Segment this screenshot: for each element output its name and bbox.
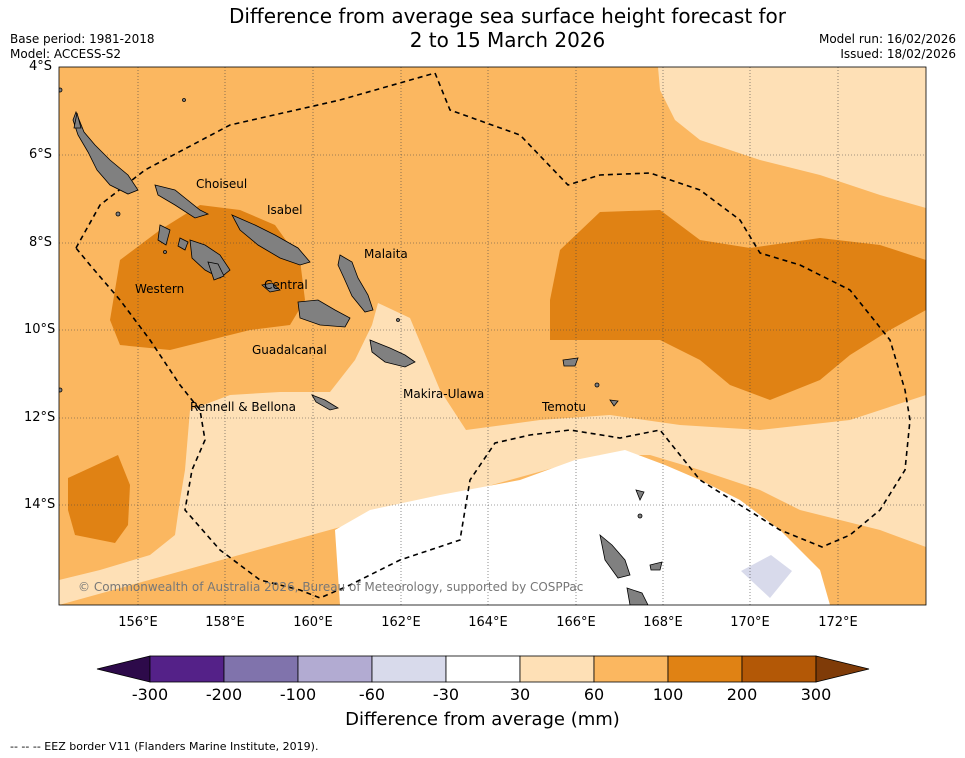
colorbar-bin-n60-n30 xyxy=(371,655,447,683)
lon-tick-172e: 172°E xyxy=(818,615,858,630)
cb-label-30: 30 xyxy=(509,685,531,704)
eez-border xyxy=(75,72,911,599)
lat-tick-12s: 12°S xyxy=(24,410,56,425)
island-santa-cruz xyxy=(562,357,579,367)
copyright-notice: © Commonwealth of Australia 2026, Bureau… xyxy=(78,580,584,594)
colorbar-bin-200-300 xyxy=(741,655,817,683)
islet-6 xyxy=(396,318,400,322)
island-central-group xyxy=(261,282,281,293)
island-guadalcanal xyxy=(297,299,351,328)
lat-tick-10s: 10°S xyxy=(24,322,56,337)
island-rennell xyxy=(311,394,340,411)
band-100-200-east xyxy=(550,210,926,400)
colorbar-bin-n100-n60 xyxy=(297,655,373,683)
lon-tick-156e: 156°E xyxy=(118,615,158,630)
colorbar-bin-100-200 xyxy=(667,655,743,683)
model-name: Model: ACCESS-S2 xyxy=(10,47,122,61)
band-neutral-south xyxy=(335,450,830,605)
band-neg60-neg30 xyxy=(741,555,792,598)
island-rendova xyxy=(207,261,225,281)
lon-tick-168e: 168°E xyxy=(643,615,683,630)
colorbar-bin-n200-n100 xyxy=(223,655,299,683)
cb-label-n100: -100 xyxy=(279,685,317,704)
lat-tick-6s: 6°S xyxy=(28,147,52,162)
island-vanuatu-espiritu-santo xyxy=(599,533,631,579)
islet-8 xyxy=(59,387,63,393)
right-meta: Model run: 16/02/2026 Issued: 18/02/2026 xyxy=(819,32,956,62)
islet-2 xyxy=(637,513,643,519)
cb-label-60: 60 xyxy=(583,685,605,704)
label-guadalcanal: Guadalcanal xyxy=(252,343,327,357)
colorbar-bin-n300-n200 xyxy=(149,655,225,683)
left-meta: Base period: 1981-2018 Model: ACCESS-S2 xyxy=(10,32,155,62)
islet-1 xyxy=(594,382,600,388)
islet-3 xyxy=(182,98,186,102)
lon-tick-162e: 162°E xyxy=(381,615,421,630)
lat-tick-14s: 14°S xyxy=(24,497,56,512)
island-choiseul-tip xyxy=(73,112,82,129)
cb-label-n200: -200 xyxy=(205,685,243,704)
label-western: Western xyxy=(135,282,185,296)
colorbar-title: Difference from average (mm) xyxy=(345,709,620,730)
islet-5 xyxy=(163,250,167,254)
model-run: Model run: 16/02/2026 xyxy=(818,32,956,46)
islands xyxy=(59,87,663,605)
island-isabel xyxy=(231,214,311,266)
band-100-200-southwest xyxy=(68,455,130,543)
label-central: Central xyxy=(264,278,308,292)
title-line-1: Difference from average sea surface heig… xyxy=(228,4,787,28)
cb-label-300: 300 xyxy=(800,685,832,704)
base-period: Base period: 1981-2018 xyxy=(10,32,155,46)
graticule xyxy=(59,67,926,605)
cb-label-n60: -60 xyxy=(358,685,386,704)
eez-footer-note: -- -- -- EEZ border V11 (Flanders Marine… xyxy=(10,740,319,753)
label-rennell-bellona: Rennell & Bellona xyxy=(190,400,297,414)
island-makira xyxy=(369,339,416,368)
map-area xyxy=(59,67,926,605)
label-temotu: Temotu xyxy=(542,400,587,414)
cb-label-n300: -300 xyxy=(131,685,169,704)
island-malaita xyxy=(337,254,374,313)
islet-4 xyxy=(115,211,121,217)
island-vanuatu-malekula xyxy=(626,587,649,605)
island-choiseul xyxy=(72,110,139,195)
island-ranongga xyxy=(177,237,189,251)
cb-label-n30: -30 xyxy=(432,685,460,704)
chart-title: Difference from average sea surface heig… xyxy=(0,4,965,52)
lon-tick-158e: 158°E xyxy=(205,615,245,630)
colorbar-extend-high xyxy=(815,655,870,683)
island-vanuatu-torres xyxy=(609,399,619,407)
lat-tick-8s: 8°S xyxy=(28,235,52,250)
lon-tick-164e: 164°E xyxy=(468,615,508,630)
label-choiseul: Choiseul xyxy=(196,177,248,191)
islet-7 xyxy=(59,87,63,93)
cb-label-200: 200 xyxy=(726,685,758,704)
map-frame xyxy=(58,66,927,606)
colorbar-extend-low xyxy=(96,655,151,683)
island-vanuatu-banks xyxy=(635,489,645,501)
lon-tick-160e: 160°E xyxy=(293,615,333,630)
label-makira-ulawa: Makira-Ulawa xyxy=(403,387,485,401)
lon-tick-170e: 170°E xyxy=(730,615,770,630)
band-30-60-northeast xyxy=(658,67,926,208)
colorbar xyxy=(96,655,870,683)
title-line-2: 2 to 15 March 2026 xyxy=(409,28,606,52)
island-isabel-west xyxy=(154,184,210,219)
band-30-60-south xyxy=(59,303,926,605)
colorbar-bin-n30-30 xyxy=(445,655,521,683)
colorbar-bin-60-100 xyxy=(593,655,669,683)
label-isabel: Isabel xyxy=(267,203,303,217)
island-vanuatu-ambae xyxy=(649,561,663,571)
issued-date: Issued: 18/02/2026 xyxy=(840,47,956,61)
label-malaita: Malaita xyxy=(364,247,408,261)
colorbar-bin-30-60 xyxy=(519,655,595,683)
lon-tick-166e: 166°E xyxy=(556,615,596,630)
lat-tick-4s: 4°S xyxy=(28,59,52,74)
island-vella-lavella xyxy=(157,224,171,246)
cb-label-100: 100 xyxy=(652,685,684,704)
